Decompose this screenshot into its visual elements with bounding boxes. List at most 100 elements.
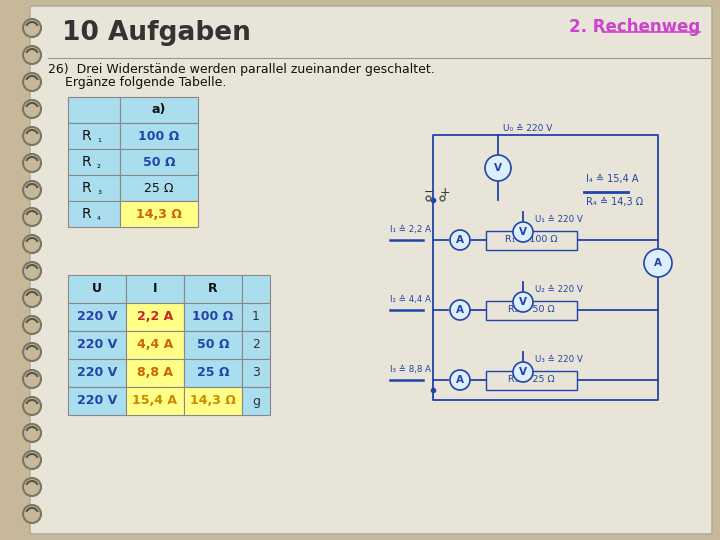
Text: R₂ ≙ 50 Ω: R₂ ≙ 50 Ω [508, 306, 554, 314]
Text: 50 Ω: 50 Ω [197, 339, 229, 352]
Circle shape [23, 262, 41, 280]
Circle shape [23, 478, 41, 496]
Bar [120, 123, 198, 149]
Text: U₂ ≙ 220 V: U₂ ≙ 220 V [535, 285, 582, 294]
Circle shape [23, 73, 41, 91]
Text: I₃ ≙ 8,8 A: I₃ ≙ 8,8 A [390, 365, 431, 374]
Text: g: g [252, 395, 260, 408]
Bar [184, 359, 242, 387]
Text: 100 Ω: 100 Ω [192, 310, 233, 323]
Text: U₀ ≙ 220 V: U₀ ≙ 220 V [503, 124, 552, 133]
Bar [68, 149, 120, 175]
Text: +: + [440, 186, 451, 199]
Bar [120, 97, 198, 123]
Bar [68, 359, 126, 387]
Text: 2: 2 [252, 339, 260, 352]
Circle shape [23, 19, 41, 37]
Circle shape [513, 222, 533, 242]
Circle shape [23, 424, 41, 442]
Bar [120, 175, 198, 201]
Bar [126, 359, 184, 387]
Text: R: R [208, 282, 218, 295]
Text: 100 Ω: 100 Ω [138, 130, 179, 143]
Text: 14,3 Ω: 14,3 Ω [190, 395, 236, 408]
Text: 2. Rechenweg: 2. Rechenweg [569, 18, 700, 36]
Text: I₂ ≙ 4,4 A: I₂ ≙ 4,4 A [390, 295, 431, 304]
Circle shape [23, 343, 41, 361]
Text: I₁ ≙ 2,2 A: I₁ ≙ 2,2 A [390, 225, 431, 234]
Text: A: A [654, 258, 662, 268]
Bar [68, 97, 120, 123]
Text: 2,2 A: 2,2 A [137, 310, 173, 323]
Text: R: R [81, 181, 91, 195]
Circle shape [23, 208, 41, 226]
Bar [184, 275, 242, 303]
Text: V: V [519, 227, 527, 237]
Text: V: V [494, 163, 502, 173]
Circle shape [23, 451, 41, 469]
Circle shape [23, 46, 41, 64]
Bar [120, 149, 198, 175]
Text: A: A [456, 305, 464, 315]
Bar [242, 303, 270, 331]
Circle shape [23, 127, 41, 145]
Circle shape [644, 249, 672, 277]
Text: 3: 3 [252, 367, 260, 380]
Text: 220 V: 220 V [77, 310, 117, 323]
Text: 10 Aufgaben: 10 Aufgaben [62, 20, 251, 46]
Bar [242, 331, 270, 359]
Bar [120, 201, 198, 227]
Circle shape [23, 397, 41, 415]
Text: Ergänze folgende Tabelle.: Ergänze folgende Tabelle. [65, 76, 226, 89]
Text: R: R [81, 155, 91, 169]
Bar [242, 387, 270, 415]
Circle shape [485, 155, 511, 181]
Circle shape [23, 370, 41, 388]
Text: R₃ ≙ 25 Ω: R₃ ≙ 25 Ω [508, 375, 554, 384]
Bar [184, 331, 242, 359]
Bar [68, 331, 126, 359]
Bar [242, 275, 270, 303]
Circle shape [23, 289, 41, 307]
Text: R: R [81, 207, 91, 221]
Bar [68, 387, 126, 415]
FancyBboxPatch shape [485, 231, 577, 249]
Circle shape [23, 235, 41, 253]
FancyBboxPatch shape [30, 6, 712, 534]
Bar [68, 123, 120, 149]
Circle shape [513, 362, 533, 382]
Bar [68, 201, 120, 227]
Bar [126, 331, 184, 359]
Circle shape [23, 505, 41, 523]
Text: R₄ ≙ 14,3 Ω: R₄ ≙ 14,3 Ω [586, 197, 643, 207]
Circle shape [23, 154, 41, 172]
Text: R: R [81, 129, 91, 143]
Text: A: A [456, 375, 464, 385]
Bar [184, 303, 242, 331]
Circle shape [513, 292, 533, 312]
Text: ₂: ₂ [97, 160, 101, 170]
Text: R₁ ≙ 100 Ω: R₁ ≙ 100 Ω [505, 235, 557, 245]
Text: I₄ ≙ 15,4 A: I₄ ≙ 15,4 A [586, 174, 639, 184]
Bar [68, 175, 120, 201]
Text: 1: 1 [252, 310, 260, 323]
Text: A: A [456, 235, 464, 245]
Text: V: V [519, 297, 527, 307]
Text: U₁ ≙ 220 V: U₁ ≙ 220 V [535, 215, 582, 224]
Bar [68, 303, 126, 331]
Bar [68, 275, 126, 303]
Text: 50 Ω: 50 Ω [143, 156, 175, 168]
FancyBboxPatch shape [485, 370, 577, 389]
FancyBboxPatch shape [485, 300, 577, 320]
Circle shape [450, 230, 470, 250]
Circle shape [450, 300, 470, 320]
Text: a): a) [152, 104, 166, 117]
Text: I: I [153, 282, 157, 295]
Text: U: U [92, 282, 102, 295]
Circle shape [23, 316, 41, 334]
Bar [126, 303, 184, 331]
Circle shape [23, 181, 41, 199]
Text: 15,4 A: 15,4 A [132, 395, 178, 408]
Text: 25 Ω: 25 Ω [144, 181, 174, 194]
Text: V: V [519, 367, 527, 377]
